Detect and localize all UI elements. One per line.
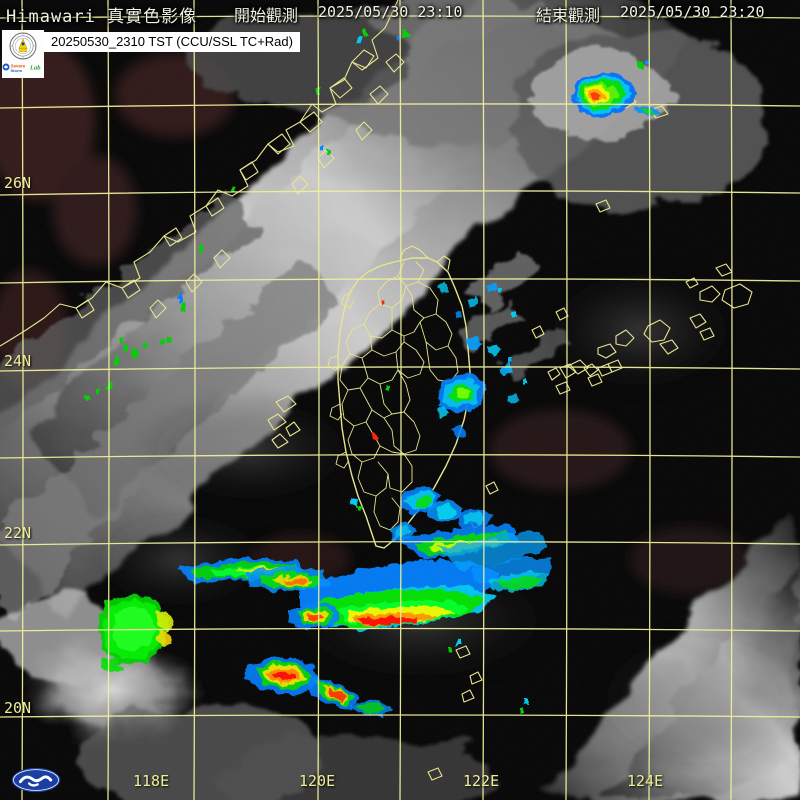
cwb-oval-logo-icon xyxy=(11,767,61,793)
svg-text:Lab: Lab xyxy=(29,65,41,72)
university-seal-icon xyxy=(9,32,37,60)
institution-logo-plaque: Severe Storm Lab xyxy=(2,30,44,78)
image-info-label: 20250530_2310 TST (CCU/SSL TC+Rad) xyxy=(44,32,300,52)
svg-text:Storm: Storm xyxy=(11,68,23,73)
lab-wordmark-icon: Severe Storm Lab xyxy=(2,63,41,73)
svg-text:Severe: Severe xyxy=(11,64,26,69)
